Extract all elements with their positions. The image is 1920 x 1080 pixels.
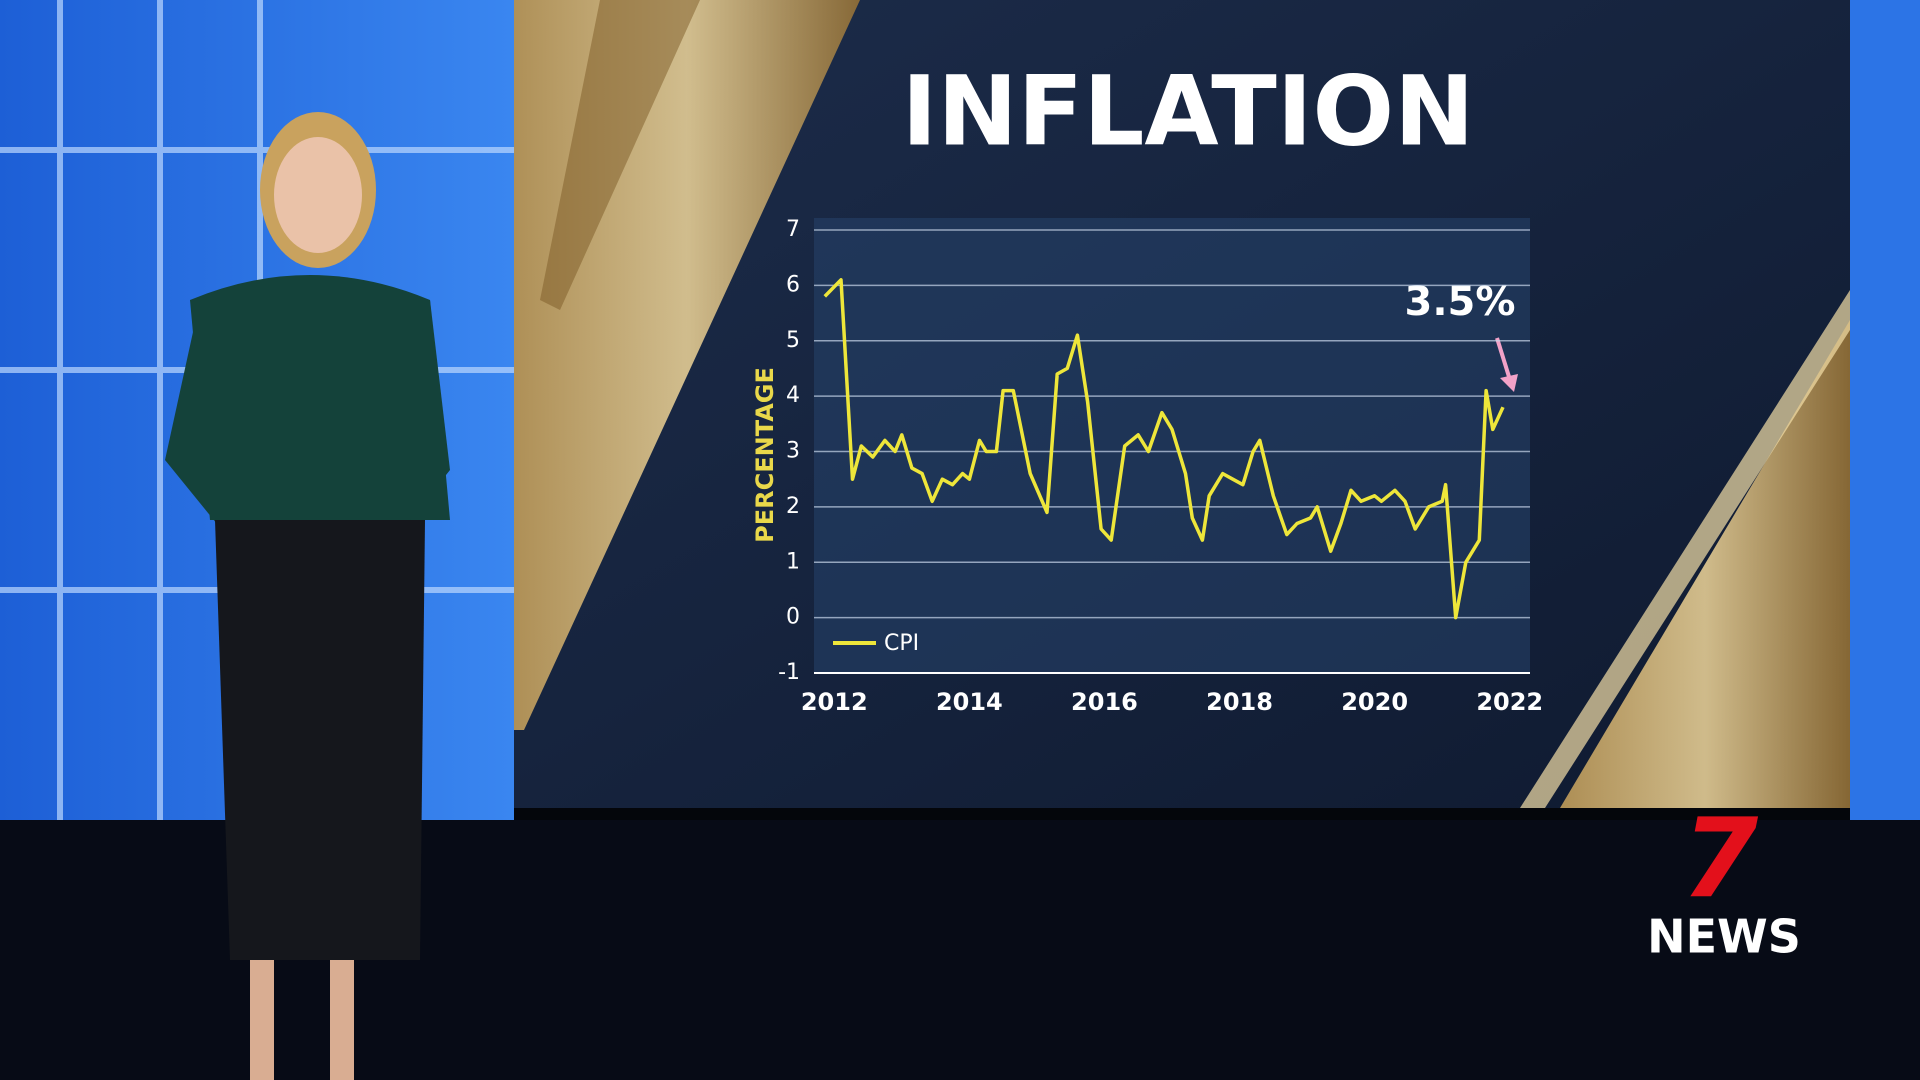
annotation-arrow (1495, 337, 1518, 392)
plot-area (814, 218, 1530, 673)
data-line (823, 278, 1505, 620)
y-tick-label: 4 (786, 383, 800, 408)
x-tick-label: 2018 (1206, 688, 1273, 716)
presenter (165, 112, 450, 1080)
logo-text: NEWS (1647, 910, 1801, 964)
x-tick-label: 2020 (1341, 688, 1408, 716)
y-tick-label: -1 (778, 660, 800, 685)
y-tick-label: 2 (786, 494, 800, 519)
y-tick-label: 0 (786, 605, 800, 630)
logo-mark: 7 (1682, 794, 1759, 922)
legend-label: CPI (884, 631, 919, 656)
y-tick-label: 6 (786, 272, 800, 297)
y-tick-label: 7 (786, 217, 800, 242)
x-tick-label: 2016 (1071, 688, 1138, 716)
y-tick-label: 5 (786, 328, 800, 353)
y-tick-label: 3 (786, 439, 800, 464)
annotation: 3.5% (1405, 279, 1516, 325)
x-tick-label: 2022 (1476, 688, 1543, 716)
y-axis-label: PERCENTAGE (751, 367, 779, 543)
x-tick-label: 2014 (936, 688, 1003, 716)
chart-title: INFLATION (902, 55, 1475, 167)
y-tick-label: 1 (786, 549, 800, 574)
x-tick-label: 2012 (801, 688, 868, 716)
